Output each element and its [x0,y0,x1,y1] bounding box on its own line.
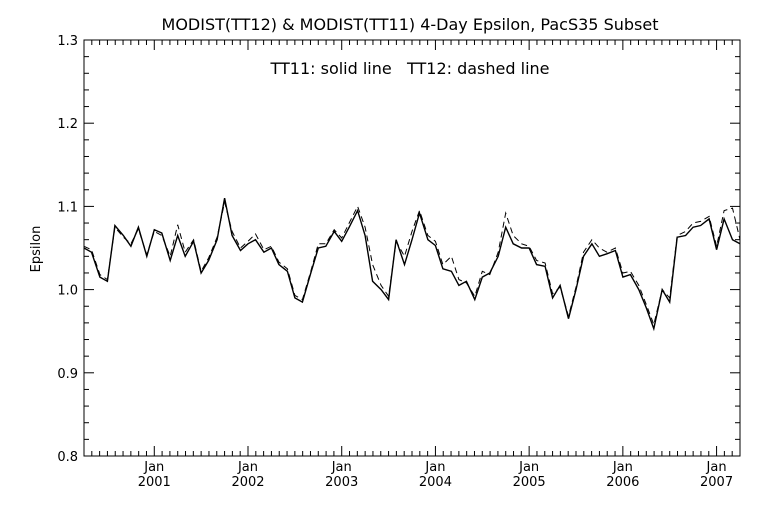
x-tick-year-label: 2001 [138,475,171,490]
axis-ticks: 0.80.91.01.11.21.3Jan2001Jan2002Jan2003J… [57,34,741,490]
x-tick-month-label: Jan [612,460,633,475]
x-tick-year-label: 2006 [606,475,639,490]
x-tick-year-label: 2003 [325,475,358,490]
series-line-tt11 [83,197,741,332]
series-group [83,197,741,332]
y-tick-label: 0.8 [57,450,78,465]
y-tick-label: 1.2 [57,117,78,132]
chart-title: MODIST(TT12) & MODIST(TT11) 4-Day Epsilo… [162,15,659,34]
x-tick-month-label: Jan [143,460,164,475]
y-tick-label: 1.0 [57,284,78,299]
chart-annotation: TT11: solid line TT12: dashed line [270,59,550,78]
x-tick-year-label: 2005 [513,475,546,490]
x-tick-year-label: 2007 [700,475,733,490]
x-tick-month-label: Jan [424,460,445,475]
x-tick-month-label: Jan [331,460,352,475]
x-tick-month-label: Jan [706,460,727,475]
y-tick-label: 1.3 [57,34,78,49]
series-line-tt12 [83,202,741,327]
x-tick-month-label: Jan [237,460,258,475]
x-tick-year-label: 2002 [231,475,264,490]
x-tick-month-label: Jan [518,460,539,475]
y-axis-label: Epsilon [29,226,44,273]
y-tick-label: 0.9 [57,367,78,382]
y-tick-label: 1.1 [57,200,78,215]
x-tick-year-label: 2004 [419,475,452,490]
